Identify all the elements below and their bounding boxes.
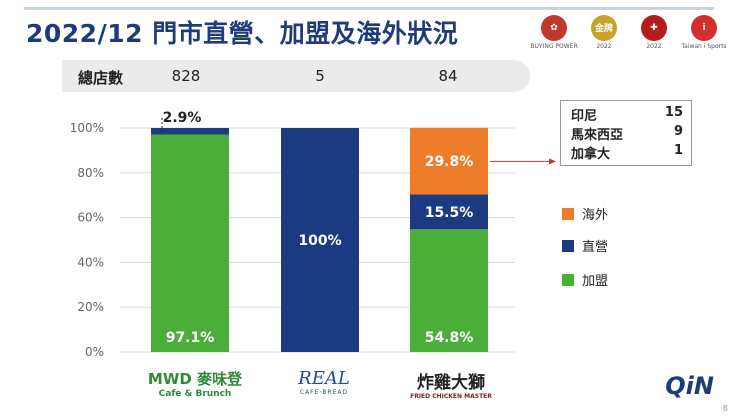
country-row: 印尼 15 [571, 105, 683, 124]
bar-segment [281, 128, 359, 352]
legend-label: 海外 [582, 208, 609, 223]
legend-swatch [562, 207, 574, 220]
data-label: 54.8% [425, 330, 474, 346]
y-tick-label: 0% [85, 345, 104, 359]
country-name: 印尼 [571, 109, 598, 124]
bar-segment [410, 194, 488, 230]
y-tick-label: 40% [77, 255, 104, 269]
bar-segment [151, 134, 229, 352]
country-row: 馬來西亞 9 [571, 124, 683, 143]
gold-medal-badge: 金牌 2022 [582, 12, 626, 52]
national-brand-badge: ✚ 2022 [632, 12, 676, 52]
data-label: 2.9% [163, 110, 202, 126]
store-count-bar [62, 60, 530, 92]
page-number: 8 [722, 404, 728, 413]
store-count-real: 5 [315, 67, 325, 85]
legend-swatch [562, 239, 574, 252]
legend-item-overseas: 海外 [562, 204, 608, 223]
taiwan-sports-badge-icon: i [691, 14, 717, 41]
bar-segment [151, 128, 229, 135]
legend-item-franchise: 加盟 [562, 270, 608, 289]
real-logo: REAL CAFE·BREAD [284, 368, 364, 396]
country-count: 15 [664, 105, 683, 120]
country-row: 加拿大 1 [571, 143, 683, 162]
data-label: 29.8% [425, 154, 474, 170]
coffee-award-badge-label: BUYING POWER [530, 42, 578, 50]
legend-label: 加盟 [582, 274, 609, 289]
fcm-logo-text: 炸雞大獅 [417, 373, 485, 393]
country-count: 1 [673, 143, 683, 158]
data-label: 97.1% [166, 330, 215, 346]
mwd-logo: MWD 麥味登 Cafe & Brunch [140, 368, 250, 399]
pointer-arrowhead [549, 158, 556, 165]
y-tick-label: 60% [77, 211, 104, 225]
y-tick-label: 100% [70, 121, 104, 135]
qin-logo: QiN [665, 372, 714, 400]
fried-chicken-master-logo: 炸雞大獅 FRIED CHICKEN MASTER [396, 368, 506, 400]
real-logo-sub: CAFE·BREAD [299, 389, 349, 396]
data-label: 15.5% [425, 205, 474, 221]
taiwan-sports-badge-label: Taiwan i Sports [681, 42, 727, 50]
coffee-award-badge: ✿ BUYING POWER [530, 12, 578, 52]
taiwan-sports-badge: i Taiwan i Sports [681, 12, 727, 52]
award-badges: ✿ BUYING POWER 金牌 2022 ✚ 2022 i Taiwan i Sports [530, 12, 727, 52]
legend-label: 直營 [582, 240, 609, 255]
country-name: 加拿大 [571, 147, 611, 162]
legend-swatch [562, 273, 574, 286]
national-brand-badge-icon: ✚ [641, 14, 667, 41]
coffee-award-badge-icon: ✿ [541, 14, 567, 41]
overseas-country-table: 印尼 15 馬來西亞 9 加拿大 1 [560, 100, 692, 166]
store-count-mwd: 828 [171, 67, 201, 85]
bar-segment [410, 127, 488, 195]
data-label: 100% [298, 233, 341, 249]
store-count-label: 總店數 [78, 69, 124, 87]
store-count-fcm: 84 [438, 67, 458, 85]
gold-medal-badge-label: 2022 [596, 42, 612, 50]
bar-segment [410, 229, 488, 352]
fcm-logo-sub: FRIED CHICKEN MASTER [410, 393, 492, 400]
mwd-logo-sub: Cafe & Brunch [158, 389, 232, 399]
real-logo-text: REAL [298, 368, 350, 389]
page-title: 2022/12 門市直營、加盟及海外狀況 [26, 19, 459, 48]
legend-item-direct: 直營 [562, 236, 608, 255]
y-tick-label: 80% [77, 166, 104, 180]
country-count: 9 [673, 124, 683, 139]
y-tick-label: 20% [77, 300, 104, 314]
country-name: 馬來西亞 [571, 128, 624, 143]
mwd-logo-text: MWD 麥味登 [147, 370, 243, 388]
gold-medal-badge-icon: 金牌 [591, 14, 617, 41]
header-accent-bar [24, 7, 714, 10]
national-brand-badge-label: 2022 [646, 42, 662, 50]
